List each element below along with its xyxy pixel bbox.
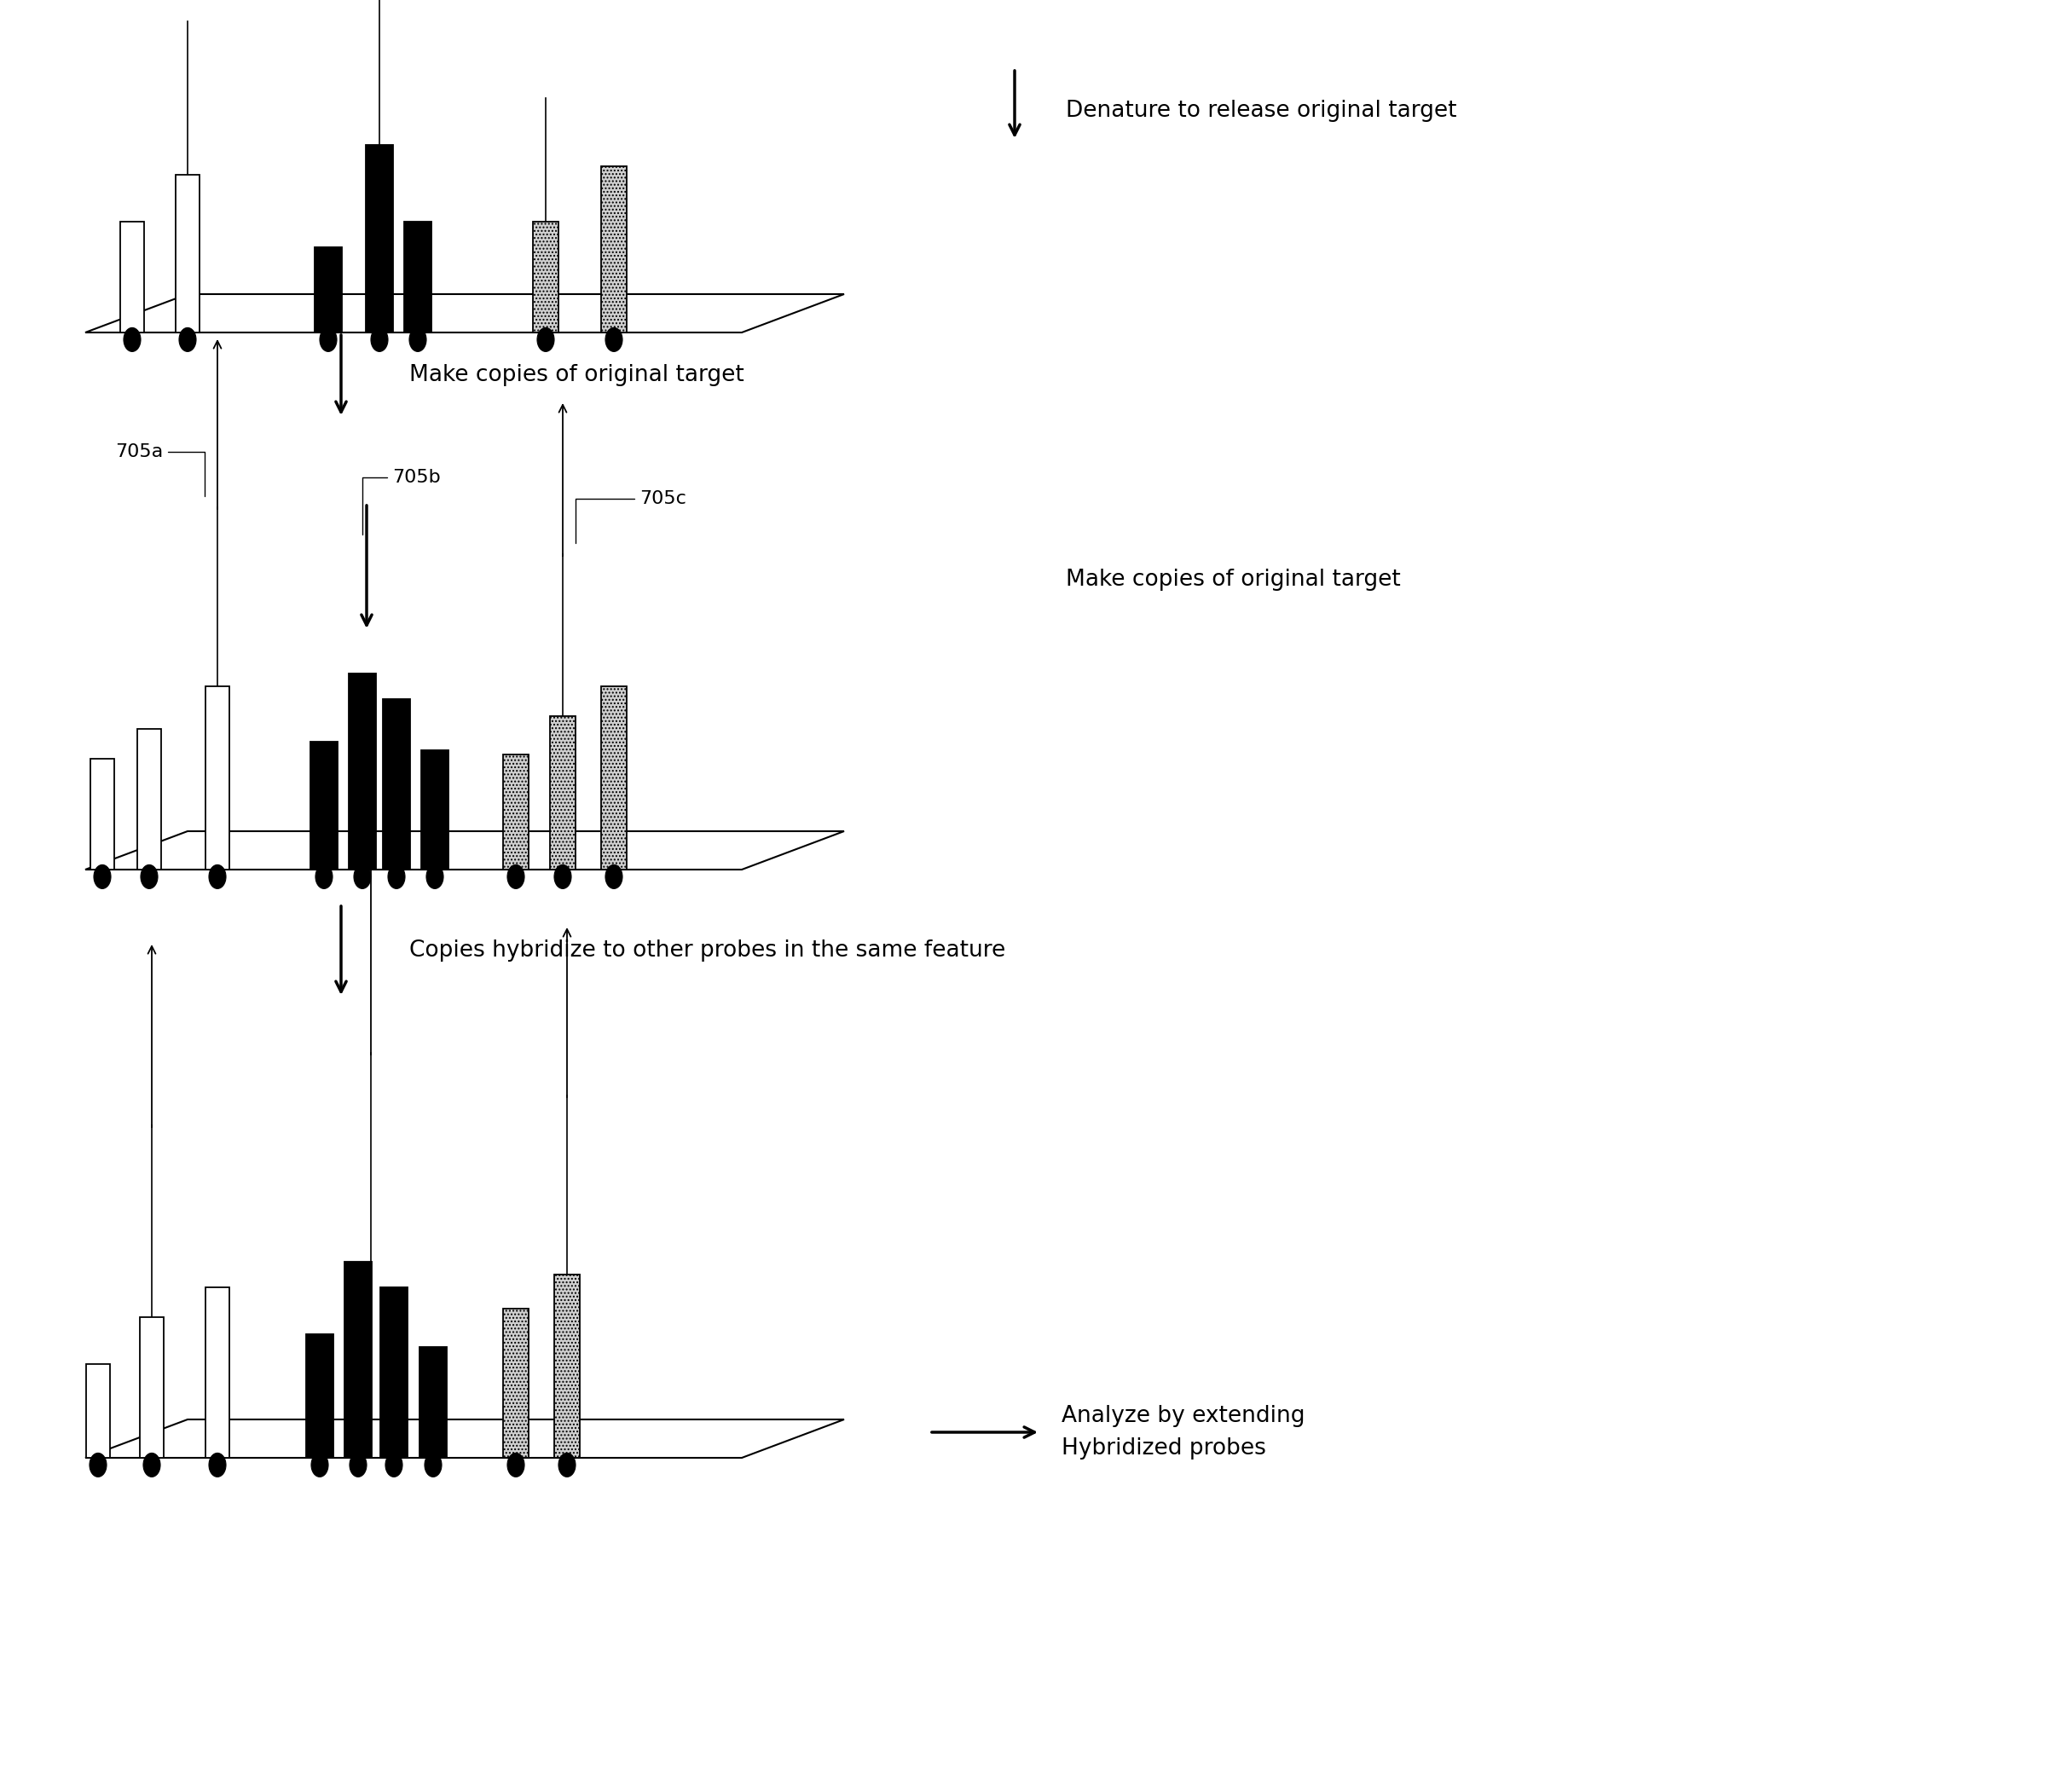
Ellipse shape	[606, 866, 622, 889]
Ellipse shape	[90, 1453, 107, 1477]
Bar	[138, 729, 160, 869]
Bar	[86, 1364, 111, 1459]
Ellipse shape	[94, 866, 111, 889]
Text: Make copies of original target: Make copies of original target	[409, 364, 744, 387]
Bar	[602, 686, 626, 869]
Ellipse shape	[372, 328, 388, 351]
Bar	[602, 167, 626, 333]
Text: Make copies of original target: Make copies of original target	[1066, 568, 1401, 591]
Ellipse shape	[559, 1453, 575, 1477]
Text: Analyze by extending
Hybridized probes: Analyze by extending Hybridized probes	[1062, 1405, 1304, 1459]
Text: Copies hybridize to other probes in the same feature: Copies hybridize to other probes in the …	[409, 939, 1006, 962]
Bar	[366, 145, 392, 333]
Ellipse shape	[312, 1453, 329, 1477]
Ellipse shape	[349, 1453, 366, 1477]
Bar	[419, 1348, 448, 1459]
Text: 705c: 705c	[575, 491, 686, 543]
Ellipse shape	[606, 328, 622, 351]
Ellipse shape	[210, 866, 226, 889]
Bar	[205, 686, 230, 869]
Bar	[550, 717, 575, 869]
Bar	[503, 1308, 528, 1459]
Ellipse shape	[507, 1453, 524, 1477]
Ellipse shape	[179, 328, 195, 351]
Bar	[310, 742, 337, 869]
Ellipse shape	[353, 866, 372, 889]
Ellipse shape	[140, 866, 158, 889]
Ellipse shape	[555, 866, 571, 889]
Bar	[532, 222, 559, 333]
Ellipse shape	[425, 1453, 442, 1477]
Text: Denature to release original target: Denature to release original target	[1066, 100, 1456, 122]
Ellipse shape	[123, 328, 140, 351]
Ellipse shape	[320, 328, 337, 351]
Text: 705a: 705a	[115, 443, 205, 496]
Ellipse shape	[538, 328, 555, 351]
Bar	[205, 1287, 230, 1459]
Bar	[555, 1274, 579, 1459]
Bar	[90, 758, 115, 869]
Bar	[177, 176, 199, 333]
Ellipse shape	[507, 866, 524, 889]
Ellipse shape	[386, 1453, 403, 1477]
Ellipse shape	[144, 1453, 160, 1477]
Bar	[349, 674, 376, 869]
Bar	[314, 247, 341, 333]
Ellipse shape	[210, 1453, 226, 1477]
Bar	[121, 222, 144, 333]
Text: 705b: 705b	[362, 470, 442, 534]
Ellipse shape	[427, 866, 444, 889]
Ellipse shape	[409, 328, 427, 351]
Bar	[306, 1335, 333, 1459]
Bar	[503, 754, 528, 869]
Bar	[382, 699, 411, 869]
Bar	[345, 1262, 372, 1459]
Ellipse shape	[388, 866, 405, 889]
Bar	[405, 222, 431, 333]
Ellipse shape	[316, 866, 333, 889]
Bar	[421, 751, 448, 869]
Bar	[140, 1317, 164, 1459]
Bar	[380, 1287, 407, 1459]
